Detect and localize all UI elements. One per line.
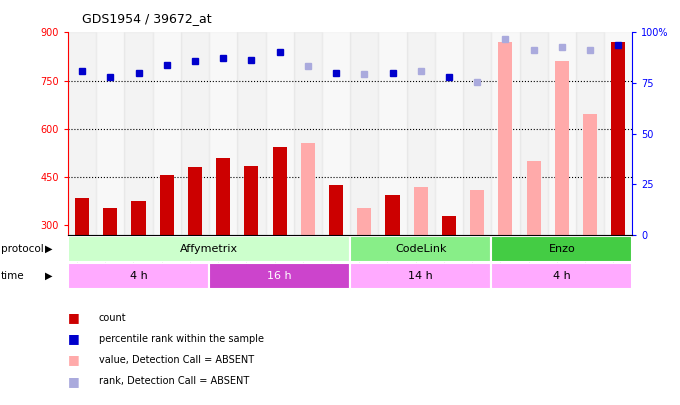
Bar <box>68 236 350 262</box>
Text: 16 h: 16 h <box>267 271 292 281</box>
Bar <box>322 32 350 235</box>
Bar <box>520 32 548 235</box>
Text: percentile rank within the sample: percentile rank within the sample <box>99 334 264 344</box>
Bar <box>209 263 350 289</box>
Bar <box>188 167 202 235</box>
Bar <box>350 236 491 262</box>
Bar <box>413 187 428 235</box>
Text: ▶: ▶ <box>45 271 53 281</box>
Bar <box>265 32 294 235</box>
Bar <box>103 208 118 235</box>
Text: time: time <box>1 271 24 281</box>
Bar <box>576 32 604 235</box>
Text: 14 h: 14 h <box>409 271 433 281</box>
Bar <box>470 190 484 235</box>
Text: rank, Detection Call = ABSENT: rank, Detection Call = ABSENT <box>99 376 249 386</box>
Text: count: count <box>99 313 126 323</box>
Bar <box>124 32 152 235</box>
Bar <box>75 198 89 235</box>
Text: Affymetrix: Affymetrix <box>180 244 238 254</box>
Bar <box>491 32 520 235</box>
Text: ■: ■ <box>68 333 80 345</box>
Bar <box>604 32 632 235</box>
Bar <box>491 236 632 262</box>
Text: GDS1954 / 39672_at: GDS1954 / 39672_at <box>82 12 211 25</box>
Bar <box>329 185 343 235</box>
Bar <box>273 147 287 235</box>
Bar <box>181 32 209 235</box>
Text: ■: ■ <box>68 354 80 367</box>
Text: value, Detection Call = ABSENT: value, Detection Call = ABSENT <box>99 355 254 365</box>
Bar <box>583 114 597 235</box>
Bar <box>498 42 513 235</box>
Text: ■: ■ <box>68 375 80 388</box>
Bar <box>68 263 209 289</box>
Text: ▶: ▶ <box>45 244 53 254</box>
Bar <box>378 32 407 235</box>
Bar <box>435 32 463 235</box>
Bar <box>68 32 97 235</box>
Bar <box>152 32 181 235</box>
Bar <box>357 208 371 235</box>
Bar <box>350 263 491 289</box>
Bar <box>237 32 265 235</box>
Bar <box>350 32 378 235</box>
Bar <box>160 175 174 235</box>
Bar <box>442 215 456 235</box>
Bar <box>548 32 576 235</box>
Bar <box>97 32 124 235</box>
Text: CodeLink: CodeLink <box>395 244 447 254</box>
Bar <box>386 195 400 235</box>
Text: Enzo: Enzo <box>549 244 575 254</box>
Text: 4 h: 4 h <box>130 271 148 281</box>
Text: protocol: protocol <box>1 244 44 254</box>
Text: 4 h: 4 h <box>553 271 571 281</box>
Bar <box>611 42 626 235</box>
Bar <box>301 143 315 235</box>
Bar <box>131 201 146 235</box>
Bar <box>209 32 237 235</box>
Bar <box>463 32 491 235</box>
Bar <box>244 166 258 235</box>
Bar <box>216 158 231 235</box>
Bar <box>491 263 632 289</box>
Bar <box>555 61 569 235</box>
Bar <box>294 32 322 235</box>
Bar <box>526 161 541 235</box>
Bar <box>407 32 435 235</box>
Text: ■: ■ <box>68 311 80 324</box>
